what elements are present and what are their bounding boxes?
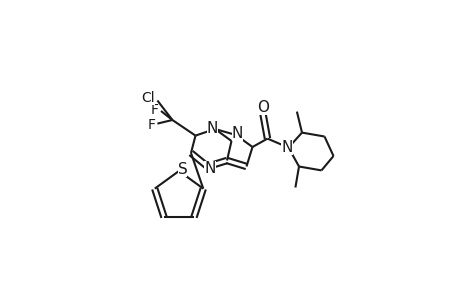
Text: O: O — [257, 100, 269, 115]
Text: N: N — [207, 121, 218, 136]
Text: F: F — [147, 118, 155, 132]
Text: F: F — [150, 103, 158, 116]
Text: N: N — [204, 161, 215, 176]
Text: Cl: Cl — [141, 91, 155, 104]
Text: N: N — [281, 140, 292, 154]
Text: S: S — [177, 162, 187, 177]
Text: N: N — [231, 126, 243, 141]
